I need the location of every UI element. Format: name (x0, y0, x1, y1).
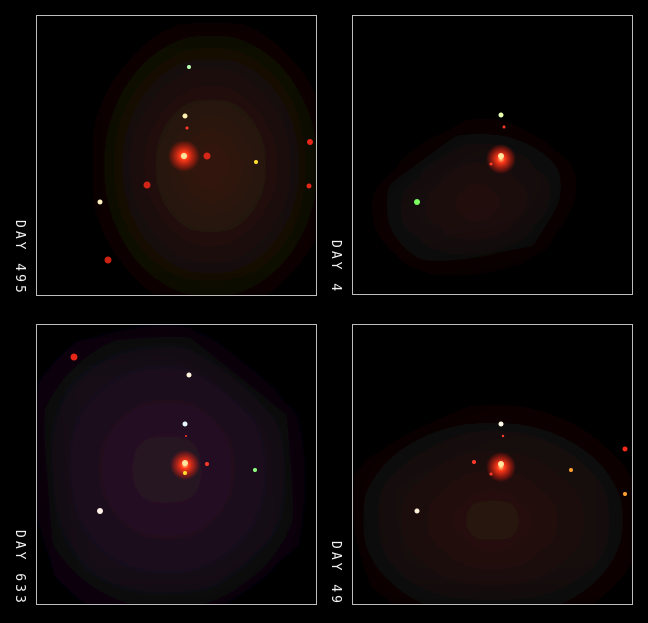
image-panel-day-495 (36, 15, 317, 296)
panel-label-day-495: DAY 495 (12, 220, 27, 296)
image-panel-day-4 (352, 15, 633, 295)
xray-image-day-4 (353, 16, 632, 294)
xray-image-day-495 (37, 16, 316, 295)
image-panel-day-49 (352, 324, 633, 605)
image-panel-day-633 (36, 324, 317, 605)
xray-image-day-633 (37, 325, 316, 604)
panel-label-day-49: DAY 49 (328, 541, 343, 606)
panel-label-day-633: DAY 633 (12, 530, 27, 606)
panel-label-day-4: DAY 4 (328, 240, 343, 295)
xray-image-day-49 (353, 325, 632, 604)
